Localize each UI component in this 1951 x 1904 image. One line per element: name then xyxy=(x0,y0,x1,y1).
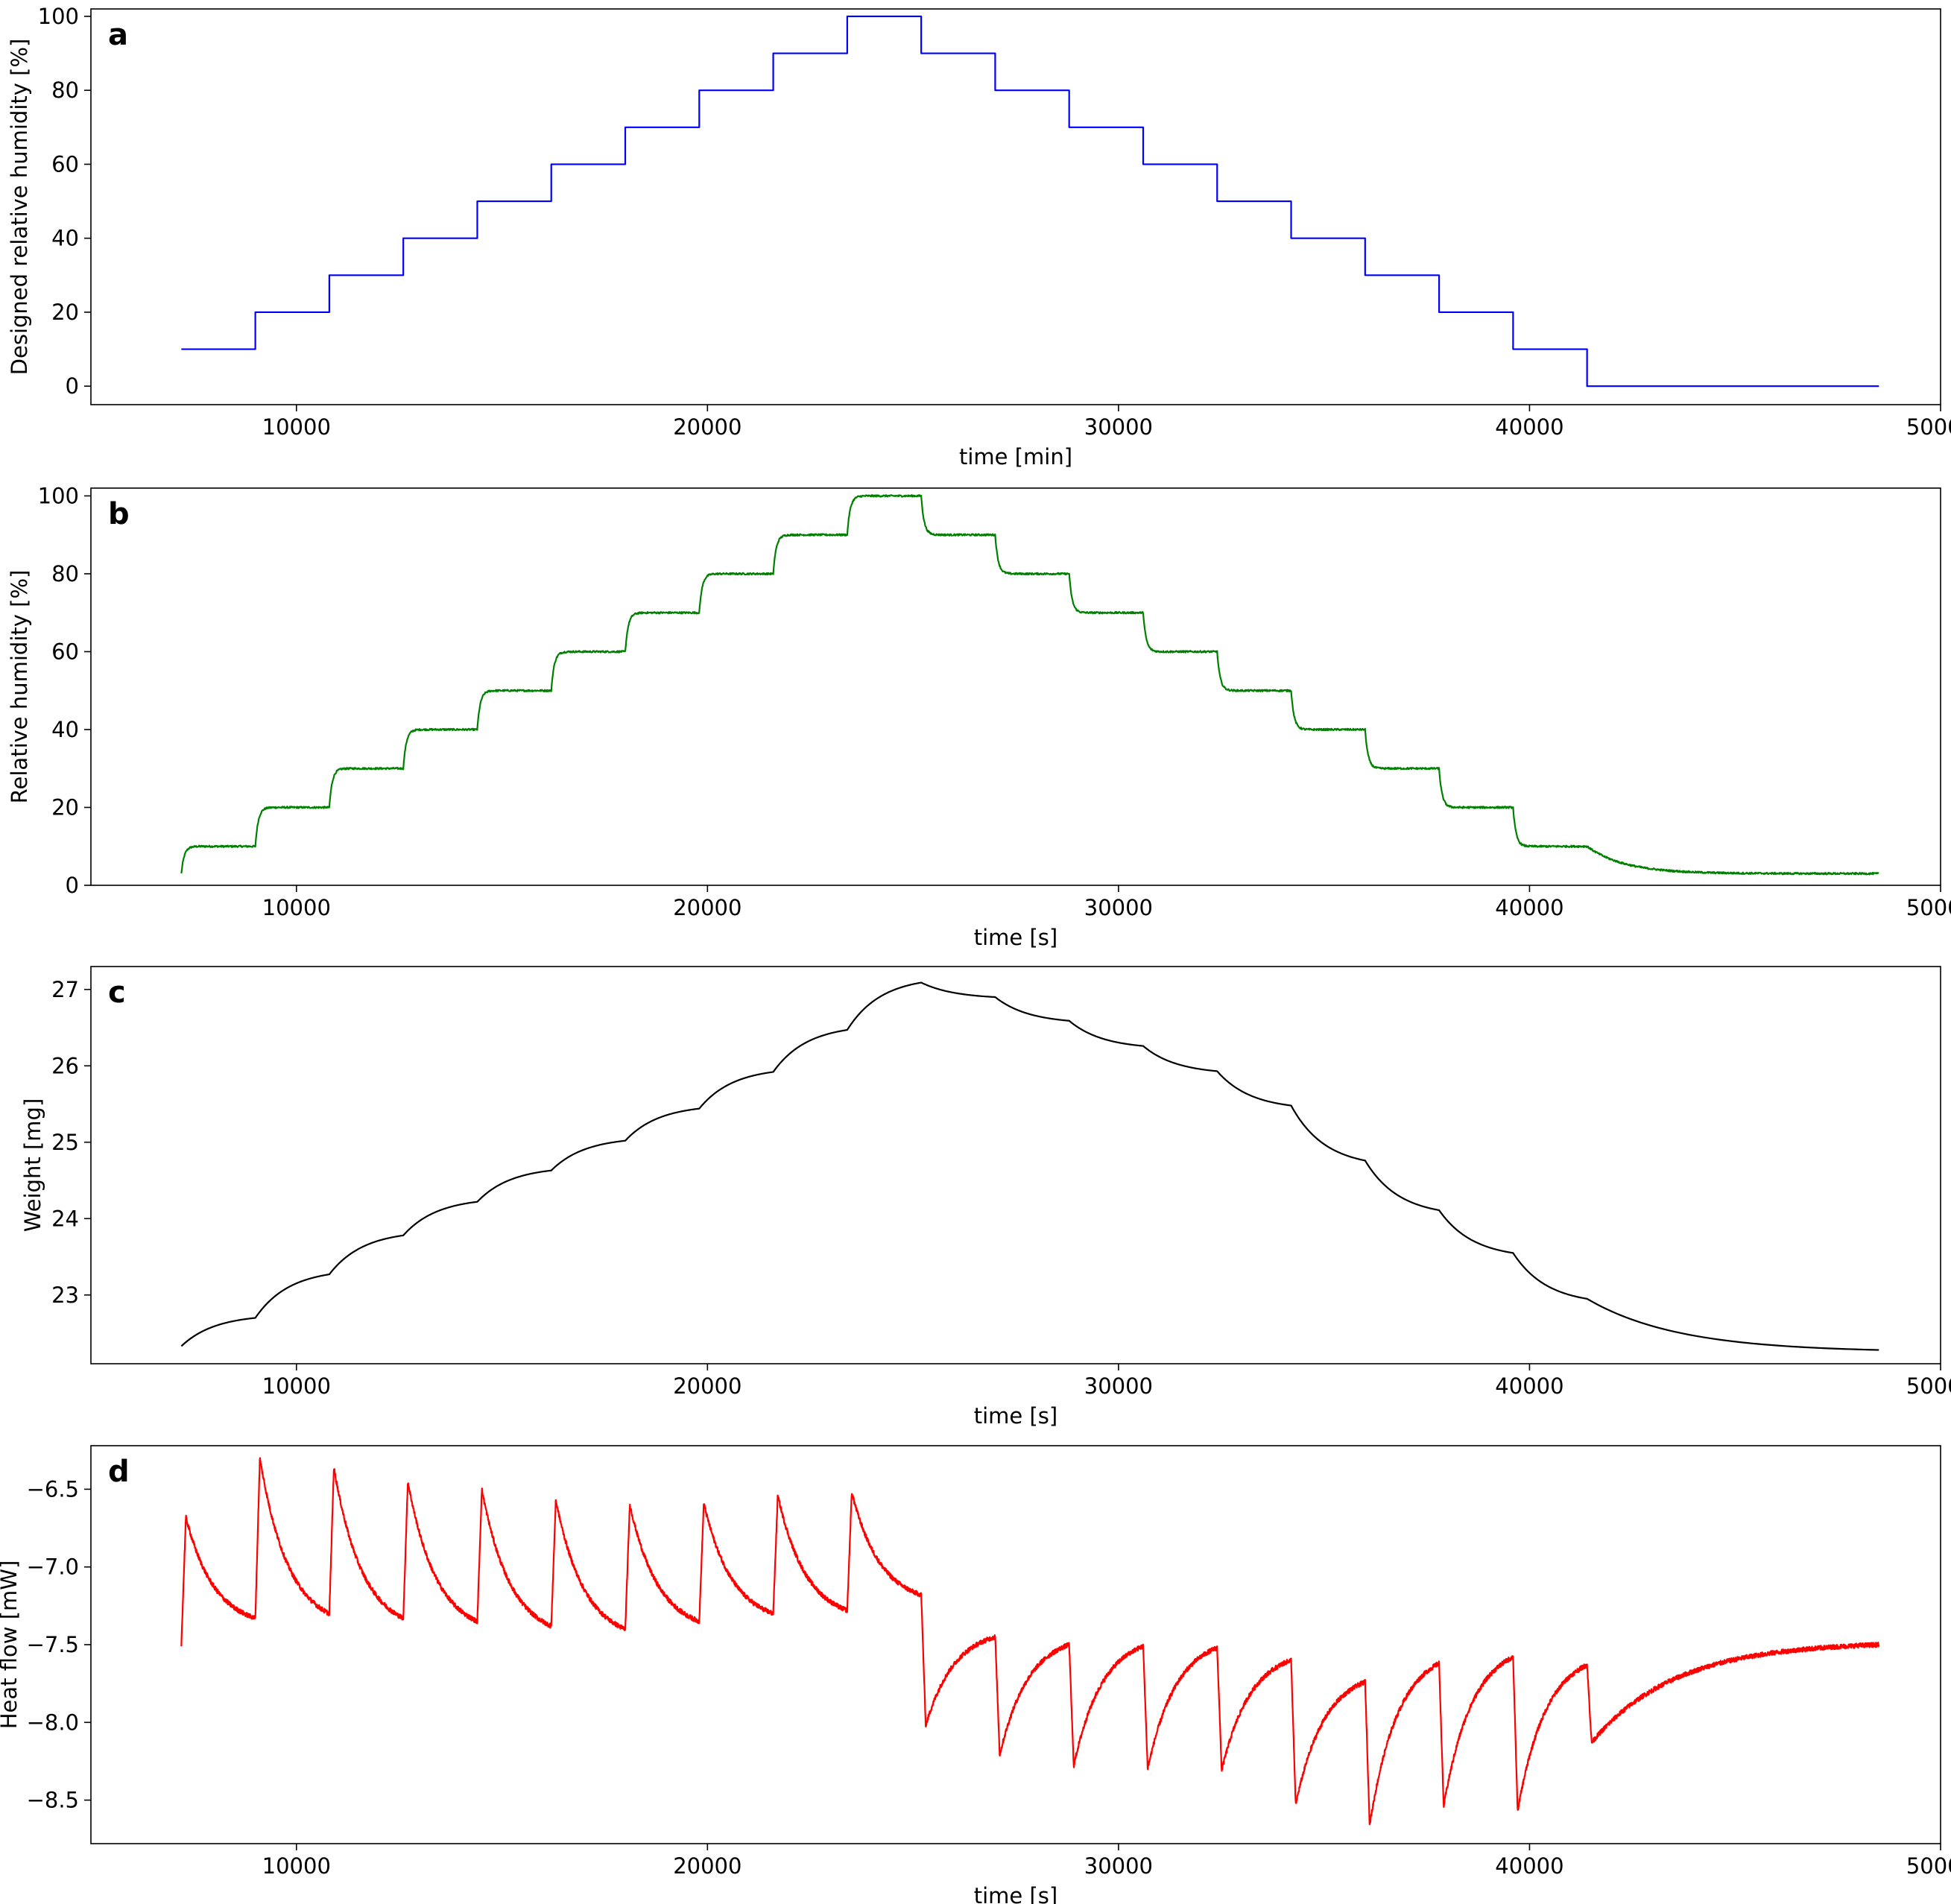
x-tick-label: 20000 xyxy=(673,895,741,920)
series-line-a-0 xyxy=(181,15,1879,388)
panel-b: 10000 20000 30000 40000 50000 0 20 40 60 80 100 tim… xyxy=(7,483,1951,950)
y-tick-label: 25 xyxy=(51,1130,79,1155)
y-tick-label: 80 xyxy=(51,78,79,103)
x-tick-label: 50000 xyxy=(1906,414,1951,440)
x-tick-label: 30000 xyxy=(1084,414,1153,440)
x-tick-label: 30000 xyxy=(1084,1853,1153,1879)
panel-letter: d xyxy=(108,1455,130,1489)
y-tick-label: 100 xyxy=(38,4,79,29)
series-line-c-0 xyxy=(180,981,1879,1351)
axes-frame xyxy=(90,487,1941,886)
y-tick-label: 20 xyxy=(51,300,79,325)
x-tick-label: 10000 xyxy=(262,414,331,440)
x-tick-label: 30000 xyxy=(1084,1373,1153,1399)
axes-frame xyxy=(90,966,1941,1364)
x-tick-label: 50000 xyxy=(1906,1373,1951,1399)
y-axis-label: Designed relative humidity [%] xyxy=(7,39,32,376)
y-tick-label: 60 xyxy=(51,639,79,664)
y-axis-label: Heat flow [mW] xyxy=(0,1560,22,1730)
y-tick-label: 27 xyxy=(51,977,79,1002)
panel-letter: a xyxy=(108,18,128,52)
y-tick-label: 40 xyxy=(51,717,79,742)
x-tick-label: 40000 xyxy=(1495,1853,1563,1879)
x-tick-label: 40000 xyxy=(1495,1373,1563,1399)
y-tick-label: −8.5 xyxy=(27,1788,79,1813)
y-tick-label: 80 xyxy=(51,561,79,586)
x-tick-label: 20000 xyxy=(673,1853,741,1879)
axes-frame xyxy=(90,1445,1941,1844)
y-axis-label: Weight [mg] xyxy=(20,1098,45,1233)
y-tick-label: 26 xyxy=(51,1053,79,1078)
series-line-b-0 xyxy=(180,494,1879,876)
y-tick-label: −7.0 xyxy=(27,1554,79,1580)
x-axis-label: time [s] xyxy=(974,925,1057,950)
y-tick-label: −8.0 xyxy=(27,1710,79,1735)
y-tick-label: −6.5 xyxy=(27,1476,79,1502)
y-tick-label: 40 xyxy=(51,226,79,251)
y-tick-label: 0 xyxy=(66,373,79,399)
x-axis-label: time [s] xyxy=(974,1883,1057,1904)
y-tick-label: 0 xyxy=(66,873,79,898)
y-axis-label: Relative humidity [%] xyxy=(7,570,32,804)
y-tick-label: 23 xyxy=(51,1282,79,1308)
y-tick-label: 100 xyxy=(38,483,79,508)
y-tick-label: 24 xyxy=(51,1206,79,1231)
x-axis-label: time [min] xyxy=(959,444,1072,469)
panel-a: 10000 20000 30000 40000 50000 0 20 40 60 80 100 tim… xyxy=(7,4,1951,469)
x-axis-label: time [s] xyxy=(974,1403,1057,1429)
panel-d: 10000 20000 30000 40000 50000 −8.5 −8.0 −7.5 −7.… xyxy=(0,1445,1951,1904)
x-tick-label: 50000 xyxy=(1906,895,1951,920)
x-tick-label: 20000 xyxy=(673,1373,741,1399)
y-tick-label: −7.5 xyxy=(27,1632,79,1657)
series-line-d-0 xyxy=(180,1457,1880,1826)
x-tick-label: 50000 xyxy=(1906,1853,1951,1879)
panel-letter: b xyxy=(108,497,130,531)
x-tick-label: 10000 xyxy=(262,895,331,920)
x-tick-label: 40000 xyxy=(1495,895,1563,920)
y-tick-label: 20 xyxy=(51,794,79,820)
panel-letter: c xyxy=(108,975,126,1010)
panel-c: 10000 20000 30000 40000 50000 23 24 25 26 27 time … xyxy=(20,966,1951,1429)
x-tick-label: 10000 xyxy=(262,1853,331,1879)
axes-frame xyxy=(90,8,1941,405)
x-tick-label: 40000 xyxy=(1495,414,1563,440)
x-tick-label: 10000 xyxy=(262,1373,331,1399)
x-tick-label: 30000 xyxy=(1084,895,1153,920)
x-tick-label: 20000 xyxy=(673,414,741,440)
y-tick-label: 60 xyxy=(51,151,79,177)
